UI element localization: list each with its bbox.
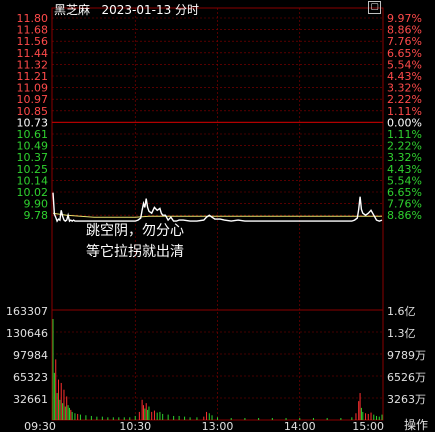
pct-axis-label: 9.97%: [387, 12, 422, 25]
price-axis-label: 10.14: [17, 174, 49, 187]
volume-axis-label-right: 6526万: [387, 371, 426, 384]
volume-axis-label-right: 1.3亿: [387, 327, 416, 340]
price-axis-label: 10.73: [17, 116, 49, 129]
pct-axis-label: 8.86%: [387, 24, 422, 37]
pct-axis-label: 6.65%: [387, 186, 422, 199]
price-axis-label: 11.32: [17, 58, 49, 71]
annotation-line-1: 跳空阴，勿分心: [86, 223, 184, 239]
price-axis-label: 10.49: [17, 140, 49, 153]
volume-axis-label-right: 9789万: [387, 349, 426, 362]
pct-axis-label: 3.32%: [387, 82, 422, 95]
pct-axis-label: 6.65%: [387, 47, 422, 60]
time-axis-label: 14:00: [284, 420, 316, 432]
chart-header: 黑芝麻 2023-01-13 分时: [54, 1, 199, 18]
price-axis-label: 11.80: [17, 12, 49, 25]
volume-axis-label: 97984: [13, 349, 48, 362]
pct-axis-label: 2.22%: [387, 93, 422, 106]
pct-axis-label: 1.11%: [387, 128, 422, 141]
stock-name: 黑芝麻: [54, 3, 91, 17]
pct-axis-label: 1.11%: [387, 105, 422, 118]
volume-axis-label-right: 3263万: [387, 393, 426, 406]
pct-axis-label: 3.32%: [387, 151, 422, 164]
price-axis-label: 11.09: [17, 82, 49, 95]
price-line: [52, 192, 383, 223]
settings-box-icon[interactable]: ▢: [368, 1, 381, 14]
time-axis-label: 09:30: [24, 420, 56, 432]
time-axis-label: 15:00: [352, 420, 384, 432]
volume-axis-label: 163307: [6, 305, 48, 318]
chart-date: 2023-01-13: [101, 3, 172, 17]
pct-axis-label: 5.54%: [387, 58, 422, 71]
price-axis-label: 11.56: [17, 35, 49, 48]
chart-mode: 分时: [175, 3, 200, 17]
time-axis-label: 13:00: [202, 420, 234, 432]
pct-axis-label: 0.00%: [387, 116, 422, 129]
average-price-line: [52, 212, 382, 218]
volume-axis-label: 32661: [13, 393, 48, 406]
time-axis-label: 10:30: [119, 420, 151, 432]
pct-axis-label: 4.43%: [387, 163, 422, 176]
price-axis-label: 9.90: [24, 198, 49, 211]
volume-axis-label: 65323: [13, 371, 48, 384]
pct-axis-label: 8.86%: [387, 209, 422, 222]
price-axis-label: 10.25: [17, 163, 49, 176]
price-axis-label: 10.97: [17, 93, 49, 106]
price-axis-label: 10.37: [17, 151, 49, 164]
price-axis-label: 10.02: [17, 186, 49, 199]
pct-axis-label: 7.76%: [387, 198, 422, 211]
pct-axis-label: 5.54%: [387, 174, 422, 187]
price-axis-label: 9.78: [24, 209, 49, 222]
pct-axis-label: 7.76%: [387, 35, 422, 48]
volume-axis-label-right: 1.6亿: [387, 305, 416, 318]
pct-axis-label: 2.22%: [387, 140, 422, 153]
pct-axis-label: 4.43%: [387, 70, 422, 83]
price-axis-label: 11.68: [17, 24, 49, 37]
operate-button[interactable]: 操作: [404, 418, 429, 432]
volume-axis-label: 130646: [6, 327, 48, 340]
price-axis-label: 11.21: [17, 70, 49, 83]
price-axis-label: 11.44: [17, 47, 49, 60]
price-axis-label: 10.85: [17, 105, 49, 118]
annotation-line-2: 等它拉拐就出清: [86, 244, 184, 260]
price-axis-label: 10.61: [17, 128, 49, 141]
